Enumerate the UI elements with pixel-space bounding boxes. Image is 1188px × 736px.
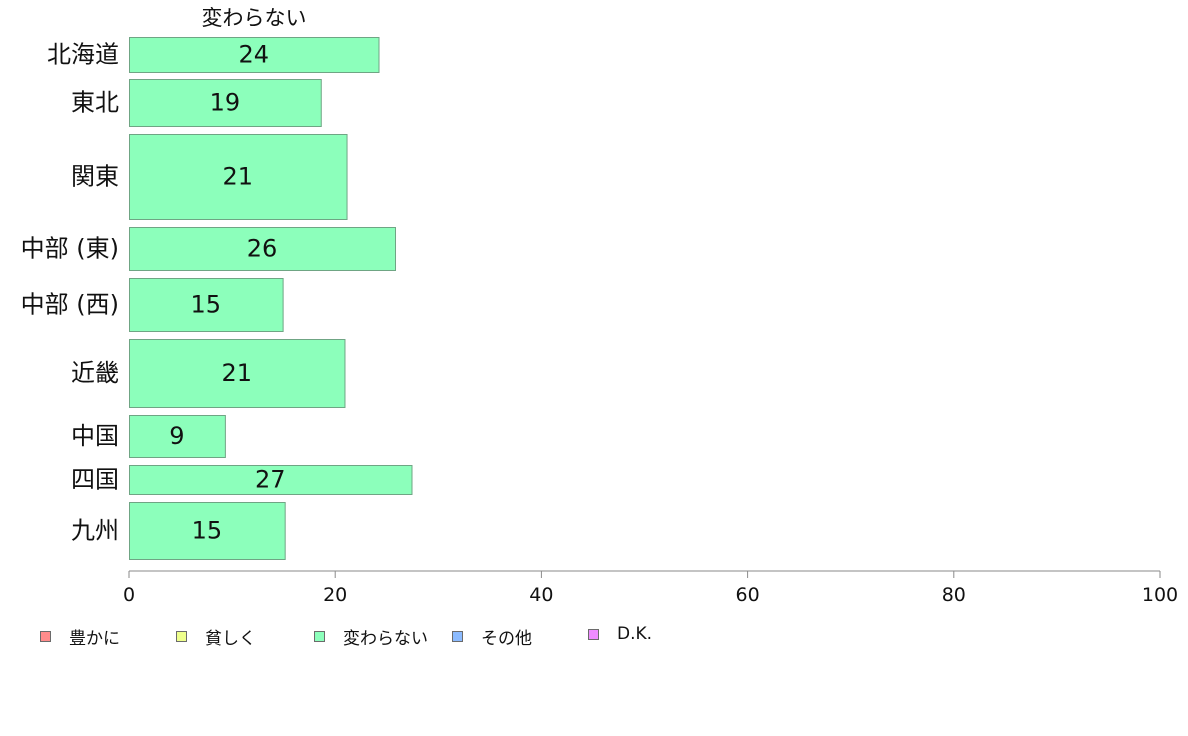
legend-swatch bbox=[588, 628, 599, 640]
bars-layer: 北海道 24 東北 19 関東 21 中部 (東) 26 中部 (西) 15 近畿 21 中国 9 四国 27… bbox=[21, 37, 413, 560]
data-label: 9 bbox=[169, 422, 184, 450]
legend-swatch bbox=[314, 631, 325, 642]
data-label: 26 bbox=[247, 235, 278, 263]
x-tick-label: 100 bbox=[1142, 584, 1178, 606]
x-tick-label: 40 bbox=[529, 584, 553, 606]
legend-swatch bbox=[40, 631, 51, 642]
legend-item: 豊かに bbox=[40, 624, 120, 649]
bar bbox=[129, 502, 286, 560]
data-label: 21 bbox=[222, 163, 253, 191]
category-label: 四国 bbox=[71, 466, 119, 494]
bar bbox=[129, 465, 413, 495]
legend-label: 変わらない bbox=[343, 629, 428, 649]
data-label: 15 bbox=[192, 517, 223, 545]
legend-item: 変わらない bbox=[314, 624, 428, 649]
bar bbox=[129, 278, 284, 332]
x-tick-label: 60 bbox=[736, 584, 760, 606]
x-tick-label: 0 bbox=[123, 584, 135, 606]
category-label: 中部 (西) bbox=[21, 291, 119, 319]
category-label: 北海道 bbox=[47, 41, 119, 69]
bar bbox=[129, 339, 346, 408]
category-label: 中部 (東) bbox=[21, 235, 119, 263]
category-label: 近畿 bbox=[71, 359, 119, 387]
legend-swatch bbox=[452, 631, 463, 642]
chart-title: 変わらない bbox=[202, 6, 307, 30]
data-label: 24 bbox=[238, 41, 269, 69]
x-axis: 0 20 40 60 80 100 bbox=[123, 570, 1178, 606]
legend-item: 貧しく bbox=[176, 624, 256, 649]
legend-label: 貧しく bbox=[205, 629, 256, 649]
data-label: 27 bbox=[255, 466, 286, 494]
legend-label: 豊かに bbox=[69, 629, 120, 649]
bar bbox=[129, 227, 396, 271]
bar bbox=[129, 79, 322, 127]
category-label: 九州 bbox=[71, 517, 119, 545]
legend-label: その他 bbox=[481, 629, 532, 649]
legend-swatch bbox=[176, 631, 187, 642]
data-label: 15 bbox=[191, 291, 222, 319]
bar bbox=[129, 134, 348, 220]
data-label: 21 bbox=[221, 359, 252, 387]
legend-label: D.K. bbox=[617, 624, 653, 644]
bar bbox=[129, 37, 380, 73]
category-label: 中国 bbox=[71, 422, 119, 450]
category-label: 関東 bbox=[71, 163, 119, 191]
legend-item: D.K. bbox=[588, 624, 652, 644]
bar bbox=[129, 415, 226, 458]
x-tick-label: 80 bbox=[942, 584, 966, 606]
category-label: 東北 bbox=[71, 89, 119, 117]
data-label: 19 bbox=[210, 89, 241, 117]
legend-item: その他 bbox=[452, 624, 532, 649]
x-tick-label: 20 bbox=[323, 584, 347, 606]
